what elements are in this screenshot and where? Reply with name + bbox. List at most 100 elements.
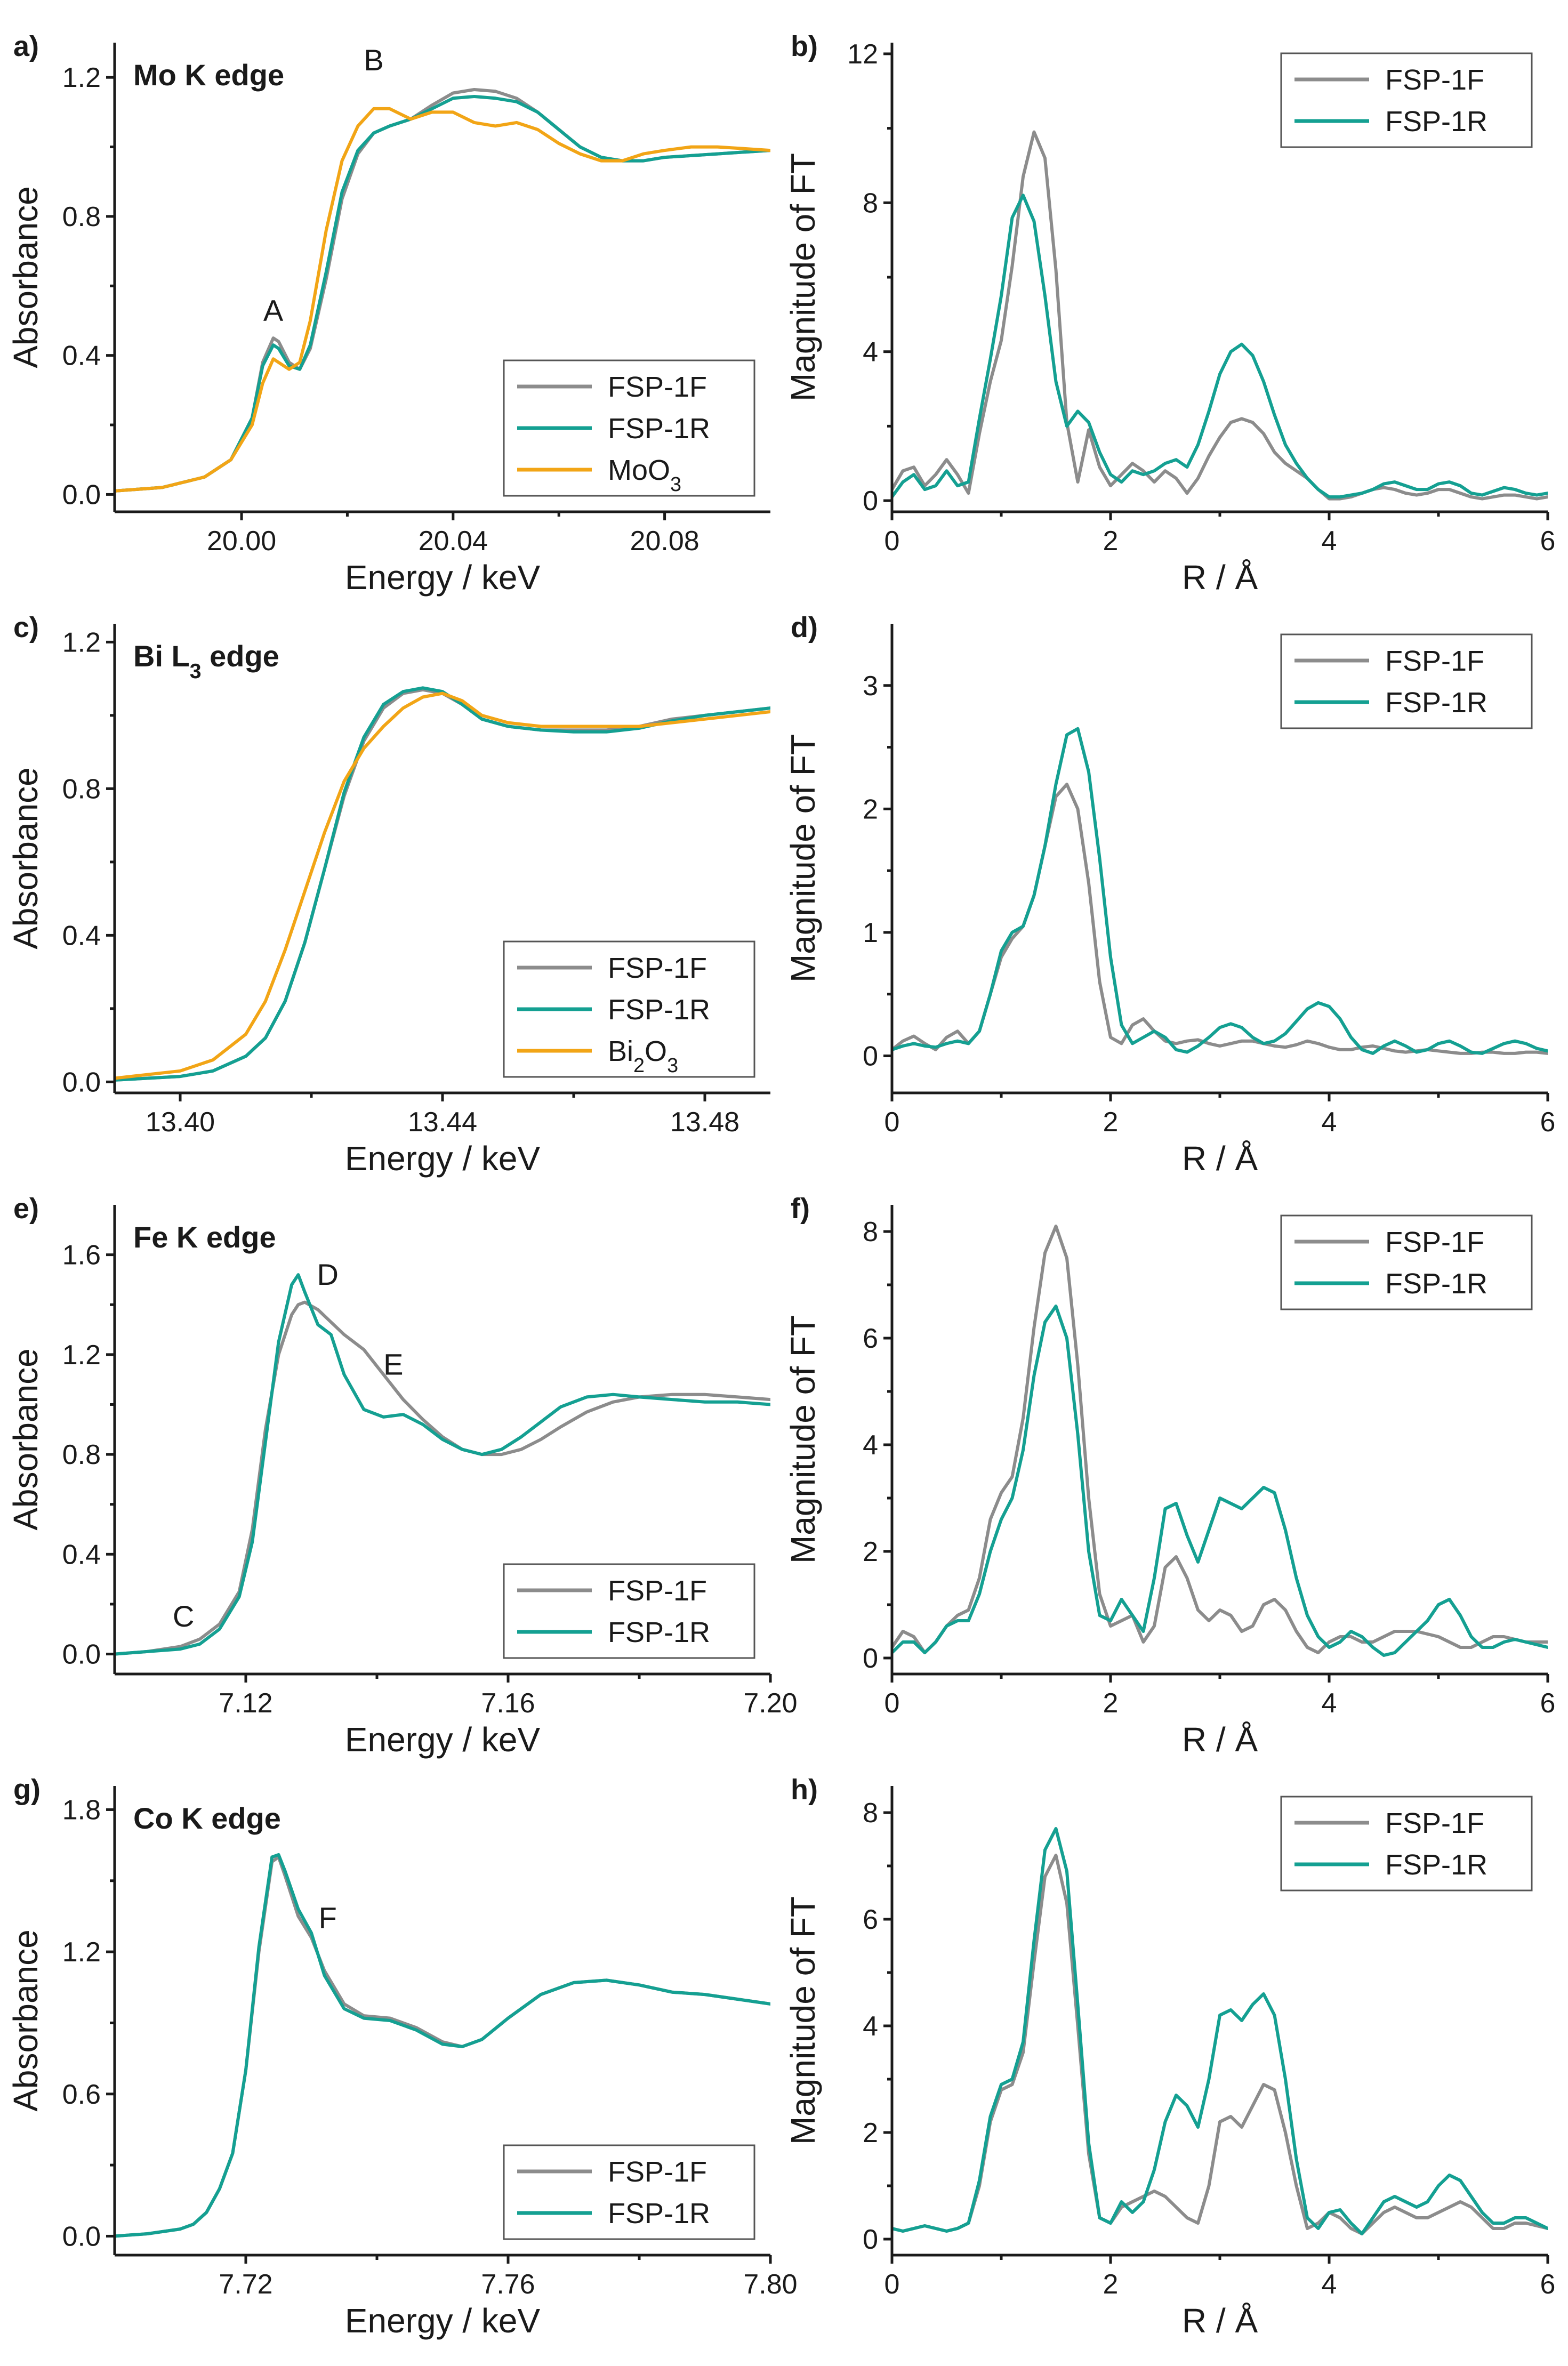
- x-tick-label: 20.00: [207, 526, 276, 557]
- y-axis-label: Magnitude of FT: [784, 1896, 822, 2145]
- peak-annotation: A: [263, 293, 284, 327]
- y-tick-label: 0: [863, 1041, 878, 1072]
- legend: FSP-1F FSP-1R MoO3: [503, 359, 755, 497]
- y-tick-label: 4: [863, 337, 878, 368]
- legend-entry: FSP-1R: [1385, 1268, 1487, 1300]
- legend-entry: FSP-1R: [608, 1616, 710, 1648]
- panel-label: f): [791, 1193, 810, 1225]
- y-tick-label: 1.2: [62, 1937, 101, 1968]
- panel-label: g): [13, 1774, 41, 1806]
- x-tick-label: 20.08: [630, 526, 699, 557]
- series-line-fsp-1r: [892, 1305, 1548, 1657]
- y-tick-label: 0.4: [62, 920, 101, 951]
- x-axis-label: R / Å: [1182, 1720, 1258, 1759]
- x-axis-label: Energy / keV: [345, 1720, 541, 1759]
- x-tick-label: 4: [1322, 526, 1337, 557]
- series-line-fsp-1f: [892, 783, 1548, 1055]
- y-axis-label: Absorbance: [6, 186, 45, 368]
- y-tick-label: 0: [863, 2224, 878, 2255]
- legend: FSP-1F FSP-1R: [1280, 1214, 1533, 1310]
- x-tick-label: 7.80: [743, 2269, 797, 2300]
- y-tick-label: 12: [847, 39, 878, 70]
- x-tick-label: 7.72: [219, 2269, 272, 2300]
- panel-g: g) 7.72 7.76 7.80 0.0 0.6 1.2 1.8 Energy / keV Ab…: [6, 1774, 798, 2340]
- y-tick-label: 1.6: [62, 1240, 101, 1271]
- x-axis-label: R / Å: [1182, 558, 1258, 597]
- peak-annotation: F: [319, 1901, 337, 1935]
- series-line-fsp-1f: [892, 1225, 1548, 1654]
- legend-entry: FSP-1R: [1385, 687, 1487, 719]
- y-axis-label: Magnitude of FT: [784, 734, 822, 983]
- x-tick-label: 7.76: [481, 2269, 535, 2300]
- legend: FSP-1F FSP-1R: [1280, 633, 1533, 729]
- x-axis-label: Energy / keV: [345, 1139, 541, 1178]
- y-tick-label: 6: [863, 1323, 878, 1354]
- legend-entry: FSP-1R: [608, 413, 710, 445]
- peak-annotation: E: [383, 1347, 403, 1381]
- y-tick-label: 1.8: [62, 1794, 101, 1825]
- y-tick-label: 0.8: [62, 774, 101, 804]
- legend-entry: FSP-1F: [608, 952, 707, 984]
- x-tick-label: 0: [884, 2269, 900, 2300]
- x-tick-label: 4: [1322, 1107, 1337, 1138]
- legend: FSP-1F FSP-1R: [1280, 52, 1533, 148]
- legend-entry: FSP-1F: [1385, 64, 1484, 96]
- y-axis-label: Absorbance: [6, 1929, 45, 2112]
- panel-label: e): [13, 1193, 39, 1225]
- x-tick-label: 4: [1322, 2269, 1337, 2300]
- x-tick-label: 6: [1540, 1688, 1556, 1719]
- y-axis-label: Magnitude of FT: [784, 153, 822, 401]
- legend-box: [503, 1563, 755, 1659]
- panel-label: c): [13, 611, 39, 643]
- y-tick-label: 4: [863, 2011, 878, 2042]
- legend-box: [1280, 1214, 1533, 1310]
- legend-box: [503, 2144, 755, 2240]
- x-tick-label: 6: [1540, 1107, 1556, 1138]
- series-line-bi2o3: [115, 691, 770, 1080]
- series-line-fsp-1r: [115, 1853, 770, 2238]
- legend-entry: MoO3: [608, 454, 681, 496]
- y-tick-label: 0.6: [62, 2079, 101, 2110]
- panel-label: a): [13, 30, 39, 62]
- panel-c: c) 13.40 13.44 13.48 0.0 0.4 0.8 1.2 Energy / ke…: [6, 611, 770, 1178]
- x-tick-label: 0: [884, 1688, 900, 1719]
- legend-entry: FSP-1R: [1385, 106, 1487, 138]
- legend: FSP-1F FSP-1R: [1280, 1796, 1533, 1892]
- series-line-fsp-1r: [892, 1827, 1548, 2235]
- x-tick-label: 13.40: [146, 1107, 215, 1138]
- x-tick-label: 20.04: [419, 526, 488, 557]
- y-tick-label: 0.8: [62, 202, 101, 232]
- edge-title: Mo K edge: [133, 58, 284, 92]
- legend-entry: FSP-1F: [608, 371, 707, 403]
- y-tick-label: 0.4: [62, 341, 101, 372]
- legend: FSP-1F FSP-1R: [503, 1563, 755, 1659]
- series-line-fsp-1r: [892, 194, 1548, 499]
- y-tick-label: 0.8: [62, 1439, 101, 1470]
- legend-box: [1280, 1796, 1533, 1892]
- x-axis-label: R / Å: [1182, 1139, 1258, 1178]
- edge-title: Bi L3 edge: [133, 639, 279, 683]
- legend: FSP-1F FSP-1R Bi2O3: [503, 940, 755, 1078]
- y-tick-label: 0: [863, 486, 878, 517]
- y-tick-label: 4: [863, 1430, 878, 1461]
- edge-title: Fe K edge: [133, 1220, 276, 1254]
- series-line-fsp-1r: [115, 686, 770, 1082]
- x-tick-label: 13.48: [670, 1107, 739, 1138]
- x-tick-label: 6: [1540, 526, 1556, 557]
- legend-box: [1280, 633, 1533, 729]
- y-axis-label: Absorbance: [6, 1348, 45, 1531]
- x-tick-label: 0: [884, 1107, 900, 1138]
- x-tick-label: 0: [884, 526, 900, 557]
- y-tick-label: 2: [863, 794, 878, 825]
- panel-label: d): [791, 611, 818, 643]
- y-tick-label: 1.2: [62, 1340, 101, 1371]
- legend-entry: FSP-1F: [608, 2156, 707, 2188]
- edge-title: Co K edge: [133, 1801, 281, 1835]
- legend-box: [1280, 52, 1533, 148]
- x-tick-label: 2: [1103, 1107, 1119, 1138]
- legend-entry: FSP-1R: [608, 994, 710, 1026]
